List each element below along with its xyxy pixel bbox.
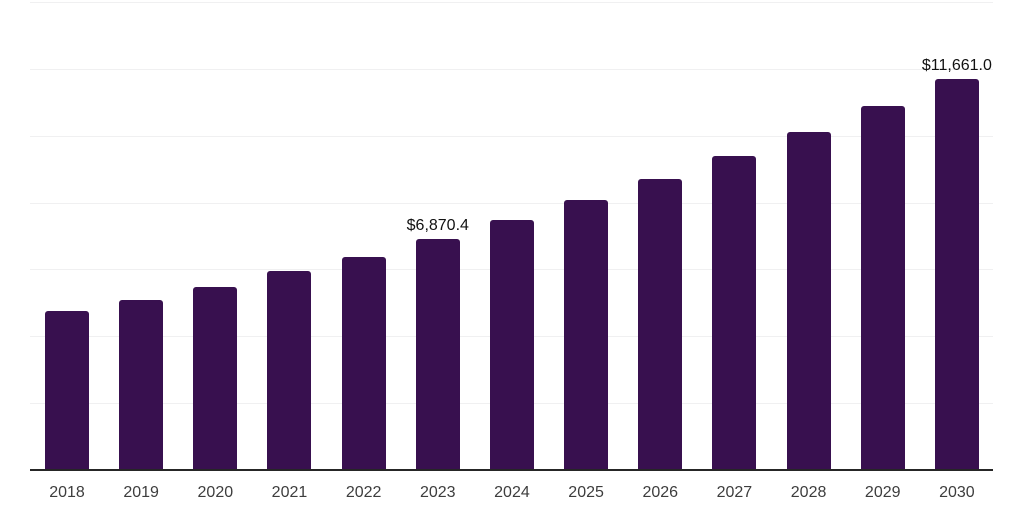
- x-tick-label-2026: 2026: [642, 484, 679, 501]
- bar-2022: [341, 257, 386, 469]
- bar-2019: [119, 300, 164, 469]
- bar-2029: [860, 106, 905, 469]
- x-tick-label-2024: 2024: [494, 484, 530, 501]
- bar-2018: [45, 311, 89, 469]
- gridline-14000: [30, 2, 993, 3]
- gridline-8000: [30, 202, 993, 204]
- x-tick-label-2027: 2027: [716, 484, 753, 501]
- gridline-12000: [30, 68, 993, 70]
- bar-2020: [193, 286, 238, 469]
- x-axis-tick-labels: 2018 2019 2020 2021 2022 2023 2024 2025 2026 2027…: [30, 485, 993, 501]
- bar-2027: [712, 156, 757, 469]
- x-tick-label-2023: 2023: [419, 484, 456, 501]
- bar-column-2030: $11,661.0: [922, 58, 992, 469]
- bars-row: $6,870.4 $11,661.0: [30, 0, 993, 469]
- bar-2021: [267, 271, 312, 469]
- x-tick-label-2019: 2019: [123, 484, 159, 501]
- bar-2023: [415, 239, 460, 469]
- bar-column-2025: [564, 200, 609, 469]
- bar-2028: [786, 132, 831, 469]
- bar-column-2023: $6,870.4: [407, 218, 469, 469]
- bar-column-2021: [267, 271, 312, 469]
- x-tick-label-2029: 2029: [864, 484, 901, 501]
- x-tick-label-2021: 2021: [271, 484, 308, 501]
- bar-column-2028: [786, 132, 831, 469]
- gridline-10000: [30, 135, 993, 137]
- bar-value-label-2023: $6,870.4: [406, 217, 469, 235]
- bar-2025: [564, 200, 609, 469]
- bar-column-2018: [45, 311, 89, 469]
- x-axis-line: [30, 469, 993, 471]
- plot-area: $6,870.4 $11,661.0: [30, 0, 993, 471]
- x-tick-label-2018: 2018: [49, 484, 85, 501]
- x-tick-label-2025: 2025: [568, 484, 604, 501]
- bar-column-2024: [489, 219, 534, 469]
- bar-column-2022: [341, 257, 386, 469]
- x-tick-label-2028: 2028: [790, 484, 827, 501]
- bar-2026: [638, 179, 683, 469]
- bar-2024: [489, 219, 534, 469]
- bar-column-2027: [712, 156, 757, 469]
- bar-column-2020: [193, 286, 238, 469]
- bar-2030: [934, 79, 979, 469]
- x-tick-label-2022: 2022: [345, 484, 382, 501]
- bar-column-2029: [860, 106, 905, 469]
- bar-column-2026: [638, 179, 683, 469]
- bar-column-2019: [119, 300, 164, 469]
- x-tick-label-2030: 2030: [939, 484, 975, 501]
- x-tick-label-2020: 2020: [197, 484, 234, 501]
- bar-value-label-2030: $11,661.0: [921, 57, 992, 75]
